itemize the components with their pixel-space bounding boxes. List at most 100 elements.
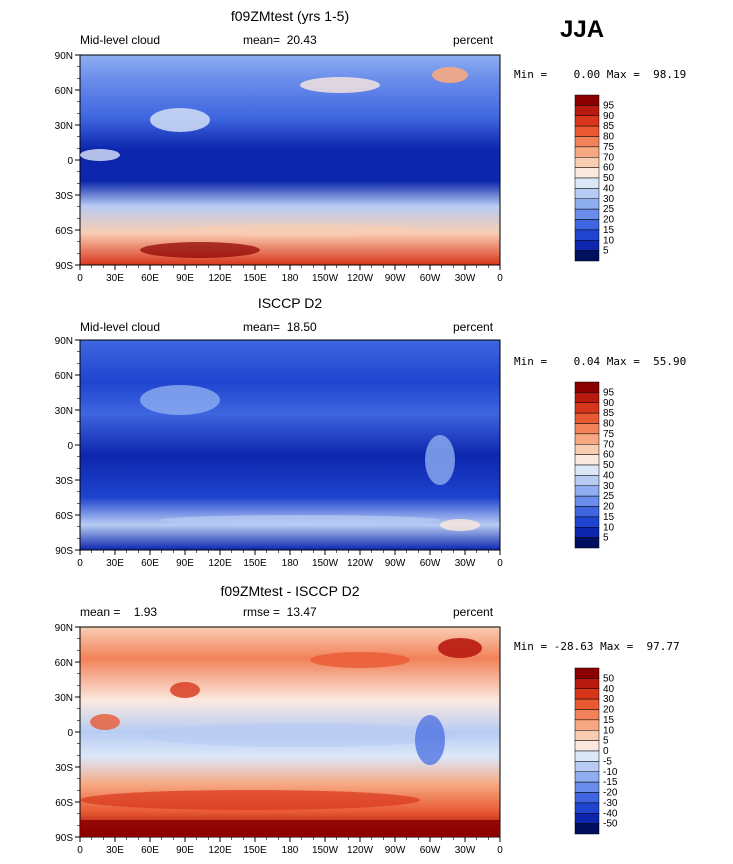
panel-1-left-label: Mid-level cloud <box>80 33 161 47</box>
colorbar-label: 70 <box>603 439 615 450</box>
colorbar-label: -5 <box>603 756 612 767</box>
lon-tick-label: 0 <box>497 273 503 284</box>
lon-tick-label: 0 <box>497 558 503 569</box>
colorbar-swatch <box>574 495 600 507</box>
lat-tick-label: 60S <box>55 226 73 237</box>
colorbar-swatch <box>574 667 600 679</box>
colorbar-label: 50 <box>603 673 615 684</box>
colorbar-label: 30 <box>603 194 615 205</box>
colorbar-label: 5 <box>603 246 609 257</box>
lon-tick-label: 0 <box>497 845 503 856</box>
colorbar-label: 80 <box>603 132 615 143</box>
colorbar-swatch <box>574 94 600 106</box>
lat-tick-label: 60S <box>55 511 73 522</box>
colorbar-swatch <box>574 250 600 262</box>
lon-tick-label: 90W <box>385 845 406 856</box>
colorbar-swatch <box>574 464 600 476</box>
colorbar-swatch <box>574 177 600 189</box>
lat-tick-label: 90N <box>55 336 73 347</box>
colorbar-swatch <box>574 105 600 116</box>
colorbar-label: 20 <box>603 705 615 716</box>
map-panel-2 <box>79 339 501 551</box>
colorbar-swatch <box>574 792 600 804</box>
colorbar-label: 15 <box>603 225 615 236</box>
panel-2-minmax: Min = 0.04 Max = 55.90 <box>514 355 687 368</box>
lon-tick-label: 150W <box>312 845 339 856</box>
map-panel-1 <box>79 54 501 266</box>
colorbar-label: 25 <box>603 204 615 215</box>
colorbar-label: 85 <box>603 408 615 419</box>
lon-tick-label: 60E <box>141 845 159 856</box>
colorbar-swatch <box>574 198 600 210</box>
lon-tick-label: 30E <box>106 273 124 284</box>
colorbar-swatch <box>574 115 600 127</box>
colorbar-label: 20 <box>603 215 615 226</box>
colorbar-swatch <box>574 506 600 518</box>
lon-tick-label: 150E <box>243 558 267 569</box>
lon-tick-label: 60E <box>141 273 159 284</box>
lon-tick-label: 150W <box>312 558 339 569</box>
colorbar-label: 60 <box>603 450 615 461</box>
panel-3-minmax: Min = -28.63 Max = 97.77 <box>514 640 680 653</box>
lon-tick-label: 120W <box>347 558 374 569</box>
lon-tick-label: 60W <box>420 845 441 856</box>
lat-tick-label: 30S <box>55 763 73 774</box>
lat-tick-label: 30S <box>55 476 73 487</box>
colorbar-swatch <box>574 433 600 445</box>
colorbar-swatch <box>574 781 600 793</box>
panel-3-center-label: rmse = 13.47 <box>243 605 317 619</box>
lon-tick-label: 30W <box>455 558 476 569</box>
lon-tick-label: 120W <box>347 845 374 856</box>
colorbar-label: -15 <box>603 777 618 788</box>
colorbar-label: 90 <box>603 111 615 122</box>
colorbar-label: 75 <box>603 429 615 440</box>
colorbar-swatch <box>574 750 600 762</box>
colorbar-label: 95 <box>603 387 615 398</box>
colorbar-swatch <box>574 188 600 199</box>
colorbar-swatch <box>574 485 600 497</box>
lon-tick-label: 30E <box>106 558 124 569</box>
lon-tick-label: 150W <box>312 273 339 284</box>
colorbar-swatch <box>574 392 600 403</box>
colorbar-swatch <box>574 802 600 814</box>
lat-tick-label: 0 <box>67 156 73 167</box>
lon-tick-label: 120E <box>208 273 232 284</box>
colorbar-swatch <box>574 412 600 424</box>
colorbar-label: 5 <box>603 533 609 544</box>
lat-tick-label: 0 <box>67 728 73 739</box>
lon-tick-label: 180 <box>282 558 299 569</box>
lon-tick-label: 90W <box>385 558 406 569</box>
colorbar-swatch <box>574 709 600 721</box>
lat-tick-label: 90N <box>55 623 73 634</box>
colorbar-swatch <box>574 167 600 179</box>
colorbar-label: 15 <box>603 715 615 726</box>
lat-tick-label: 90S <box>55 261 73 272</box>
lat-tick-label: 90S <box>55 546 73 557</box>
panel-2-center-label: mean= 18.50 <box>243 320 317 334</box>
lat-tick-label: 90S <box>55 833 73 844</box>
colorbar-swatch <box>574 719 600 731</box>
lon-tick-label: 120W <box>347 273 374 284</box>
colorbar-label: 50 <box>603 173 615 184</box>
lon-tick-label: 150E <box>243 273 267 284</box>
lat-tick-label: 60S <box>55 798 73 809</box>
colorbar-swatch <box>574 678 600 689</box>
panel-1-minmax: Min = 0.00 Max = 98.19 <box>514 68 687 81</box>
colorbar-label: 85 <box>603 121 615 132</box>
colorbar-swatch <box>574 761 600 772</box>
lon-tick-label: 30W <box>455 845 476 856</box>
colorbar-label: -10 <box>603 767 618 778</box>
colorbar-label: 40 <box>603 183 615 194</box>
colorbar-swatch <box>574 136 600 148</box>
colorbar-label: 20 <box>603 502 615 513</box>
lon-tick-label: 90E <box>176 845 194 856</box>
colorbar-label: -50 <box>603 819 618 830</box>
panel-2-title: ISCCP D2 <box>257 295 323 311</box>
lon-tick-label: 0 <box>77 558 83 569</box>
lon-tick-label: 60W <box>420 273 441 284</box>
colorbar-label: 40 <box>603 470 615 481</box>
colorbar-swatch <box>574 208 600 220</box>
lat-tick-label: 60N <box>55 371 73 382</box>
lat-tick-label: 90N <box>55 51 73 62</box>
lat-tick-label: 0 <box>67 441 73 452</box>
